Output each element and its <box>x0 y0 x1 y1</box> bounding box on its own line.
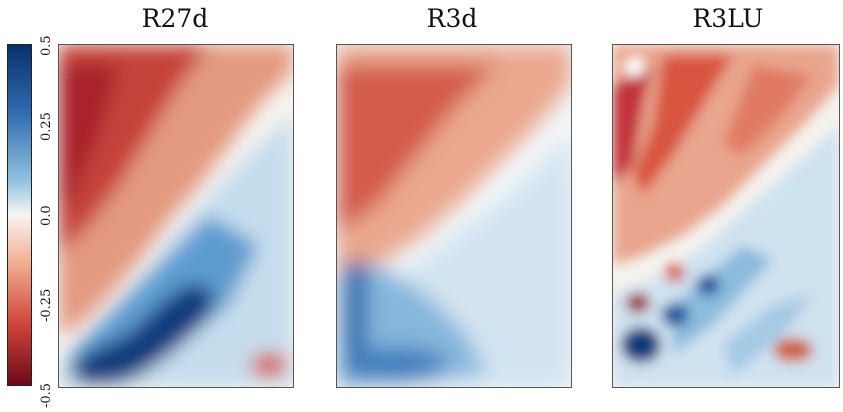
positive-peak <box>621 327 661 363</box>
negative-blob <box>665 264 685 282</box>
positive-peak <box>345 260 367 380</box>
negative-blob <box>251 353 287 377</box>
panel-title-r3lu: R3LU <box>692 4 764 33</box>
heatmap-r3d <box>337 45 571 387</box>
negative-blob <box>773 338 813 362</box>
colorbar-tick-label: -0.25 <box>39 288 54 322</box>
negative-stripe <box>723 65 813 155</box>
white-spot <box>625 57 645 77</box>
heatmap-r27d <box>59 45 293 387</box>
positive-blob <box>661 303 689 327</box>
negative-stripe <box>633 55 733 195</box>
colorbar-tick-label: 0.25 <box>39 112 54 141</box>
negative-peak <box>59 65 119 215</box>
negative-blob <box>626 293 650 313</box>
colorbar-tick-label: 0.5 <box>39 35 54 56</box>
heatmap-panel-r3d <box>336 44 572 388</box>
heatmap-panel-r27d <box>58 44 294 388</box>
colorbar-tick-label: -0.5 <box>39 382 54 408</box>
negative-core <box>337 65 497 235</box>
positive-stripe <box>723 295 813 375</box>
colorbar-tick-label: 0.0 <box>39 205 54 226</box>
positive-blob <box>696 274 720 296</box>
heatmap-r3lu <box>613 45 839 387</box>
panel-title-r3d: R3d <box>426 4 478 33</box>
positive-peak <box>69 284 213 384</box>
positive-stripe <box>673 245 773 355</box>
negative-stripe <box>613 65 653 185</box>
positive-bottom <box>347 347 447 383</box>
panel-title-r27d: R27d <box>141 4 209 33</box>
heatmap-panel-r3lu <box>612 44 840 388</box>
colorbar <box>7 44 32 386</box>
